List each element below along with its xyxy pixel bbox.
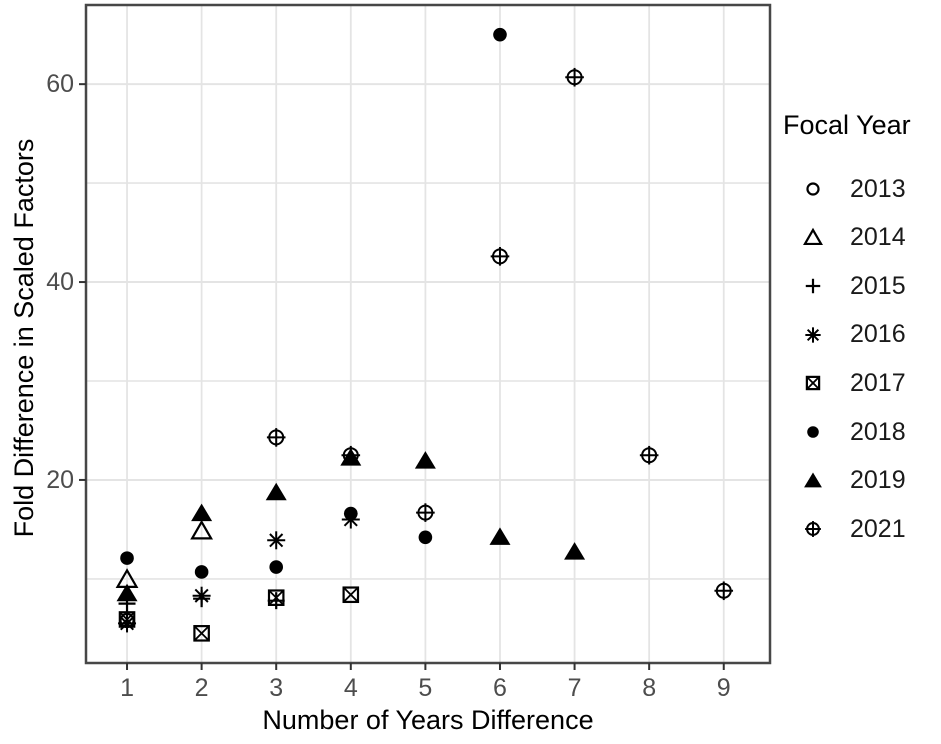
data-point bbox=[490, 247, 510, 266]
legend-open-circle-icon bbox=[806, 182, 820, 196]
data-point bbox=[265, 482, 287, 501]
legend-plus-icon bbox=[805, 278, 821, 294]
series-2017 bbox=[118, 586, 360, 642]
data-point bbox=[340, 448, 362, 466]
data-point bbox=[116, 583, 138, 602]
x-tick-label-1: 1 bbox=[120, 674, 134, 702]
legend-label: 2016 bbox=[850, 320, 906, 349]
data-point bbox=[120, 551, 134, 565]
data-point bbox=[342, 586, 360, 604]
data-point bbox=[191, 503, 213, 522]
data-point bbox=[416, 503, 435, 522]
data-point bbox=[639, 445, 659, 465]
legend-label: 2018 bbox=[850, 417, 906, 446]
data-point bbox=[493, 27, 507, 42]
marker-asterisk bbox=[805, 327, 821, 343]
data-point bbox=[192, 586, 211, 605]
legend-item-2017: 2017 bbox=[780, 363, 906, 403]
x-tick-label-8: 8 bbox=[642, 674, 657, 702]
y-axis-title: Fold Difference in Scaled Factors bbox=[9, 138, 39, 538]
marker-circle-plus bbox=[805, 521, 821, 538]
legend-item-2018: 2018 bbox=[780, 412, 906, 452]
legend-item-2016: 2016 bbox=[780, 315, 906, 355]
legend-label: 2021 bbox=[850, 514, 906, 543]
legend-circle-plus-icon bbox=[805, 521, 821, 538]
legend-item-2013: 2013 bbox=[780, 169, 906, 209]
legend-asterisk-icon bbox=[805, 327, 821, 343]
data-point bbox=[190, 519, 214, 540]
data-point bbox=[267, 592, 285, 610]
legend-open-triangle-icon bbox=[803, 227, 823, 245]
x-tick-label-4: 4 bbox=[343, 674, 358, 702]
marker-filled-triangle bbox=[804, 472, 822, 487]
legend-label: 2014 bbox=[850, 223, 906, 252]
panel-border bbox=[84, 3, 772, 665]
x-tick-label-5: 5 bbox=[418, 674, 433, 702]
data-point bbox=[418, 530, 433, 545]
series-2016 bbox=[118, 510, 360, 633]
marker-open-circle bbox=[806, 182, 820, 196]
marker-open-triangle bbox=[803, 227, 823, 245]
legend-label: 2017 bbox=[850, 368, 906, 397]
series-2018 bbox=[120, 27, 507, 579]
data-point bbox=[343, 506, 358, 521]
legend-title: Focal Year bbox=[783, 110, 911, 140]
x-tick-label-9: 9 bbox=[716, 674, 731, 702]
data-point bbox=[564, 542, 586, 560]
data-point bbox=[267, 531, 286, 550]
x-axis-title: Number of Years Difference bbox=[262, 705, 594, 735]
data-point bbox=[194, 565, 209, 579]
data-point bbox=[269, 560, 284, 574]
legend: Focal Year 2013 2014 2015 2016 2017 2018 2019 2… bbox=[780, 110, 940, 541]
legend-item-2015: 2015 bbox=[780, 266, 906, 306]
marker-square-x bbox=[805, 376, 821, 391]
legend-filled-circle-icon bbox=[807, 426, 819, 438]
data-point bbox=[193, 625, 210, 642]
y-tick-label-40: 40 bbox=[46, 268, 74, 297]
data-point bbox=[118, 611, 136, 628]
series-2021 bbox=[266, 67, 734, 601]
data-point bbox=[489, 527, 511, 545]
legend-item-2021: 2021 bbox=[780, 509, 906, 549]
x-tick-label-6: 6 bbox=[493, 674, 507, 702]
legend-label: 2015 bbox=[850, 271, 906, 300]
y-tick-label-20: 20 bbox=[46, 465, 74, 494]
legend-item-2014: 2014 bbox=[780, 218, 906, 258]
marker-plus bbox=[805, 278, 821, 294]
data-point bbox=[714, 581, 734, 601]
y-tick-label-60: 60 bbox=[46, 70, 74, 99]
x-tick-label-3: 3 bbox=[269, 674, 284, 702]
legend-filled-triangle-icon bbox=[804, 472, 822, 487]
legend-label: 2019 bbox=[850, 466, 906, 495]
series-2019 bbox=[116, 448, 586, 602]
legend-label: 2013 bbox=[850, 174, 906, 203]
data-point bbox=[414, 451, 436, 469]
data-point bbox=[266, 428, 286, 447]
legend-square-x-icon bbox=[805, 376, 821, 391]
x-tick-label-7: 7 bbox=[567, 674, 582, 702]
x-tick-label-2: 2 bbox=[194, 674, 209, 702]
data-point bbox=[267, 589, 285, 606]
marker-filled-circle bbox=[807, 426, 819, 438]
legend-item-2019: 2019 bbox=[780, 461, 906, 501]
data-point bbox=[565, 67, 584, 87]
